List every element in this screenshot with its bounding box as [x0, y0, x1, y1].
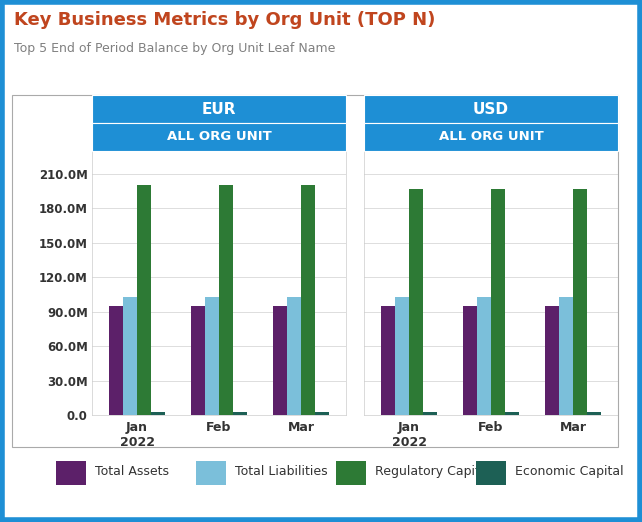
- Text: Total Liabilities: Total Liabilities: [235, 465, 327, 478]
- Bar: [287, 297, 301, 415]
- Text: ALL ORG UNIT: ALL ORG UNIT: [438, 130, 543, 144]
- Text: Top 5 End of Period Balance by Org Unit Leaf Name: Top 5 End of Period Balance by Org Unit …: [14, 42, 335, 55]
- Bar: [233, 411, 247, 415]
- Bar: [205, 297, 219, 415]
- Bar: [151, 411, 165, 415]
- Text: USD: USD: [473, 101, 509, 116]
- Bar: [336, 461, 367, 484]
- Bar: [315, 411, 329, 415]
- Bar: [137, 185, 151, 415]
- Bar: [477, 297, 491, 415]
- Bar: [545, 306, 559, 415]
- Bar: [273, 306, 287, 415]
- Text: Total Assets: Total Assets: [95, 465, 169, 478]
- Bar: [56, 461, 87, 484]
- Bar: [196, 461, 227, 484]
- Bar: [109, 306, 123, 415]
- Text: Economic Capital: Economic Capital: [515, 465, 623, 478]
- Bar: [409, 189, 423, 415]
- Text: ALL ORG UNIT: ALL ORG UNIT: [167, 130, 272, 144]
- Bar: [491, 189, 505, 415]
- Bar: [123, 297, 137, 415]
- Text: Regulatory Capital: Regulatory Capital: [375, 465, 491, 478]
- Text: EUR: EUR: [202, 101, 236, 116]
- Bar: [301, 185, 315, 415]
- Bar: [559, 297, 573, 415]
- Bar: [505, 411, 519, 415]
- Text: Key Business Metrics by Org Unit (TOP N): Key Business Metrics by Org Unit (TOP N): [14, 11, 435, 29]
- Bar: [587, 411, 601, 415]
- Bar: [476, 461, 507, 484]
- Bar: [573, 189, 587, 415]
- Bar: [191, 306, 205, 415]
- Bar: [423, 411, 437, 415]
- Bar: [395, 297, 409, 415]
- Bar: [463, 306, 477, 415]
- Bar: [219, 185, 233, 415]
- Bar: [381, 306, 395, 415]
